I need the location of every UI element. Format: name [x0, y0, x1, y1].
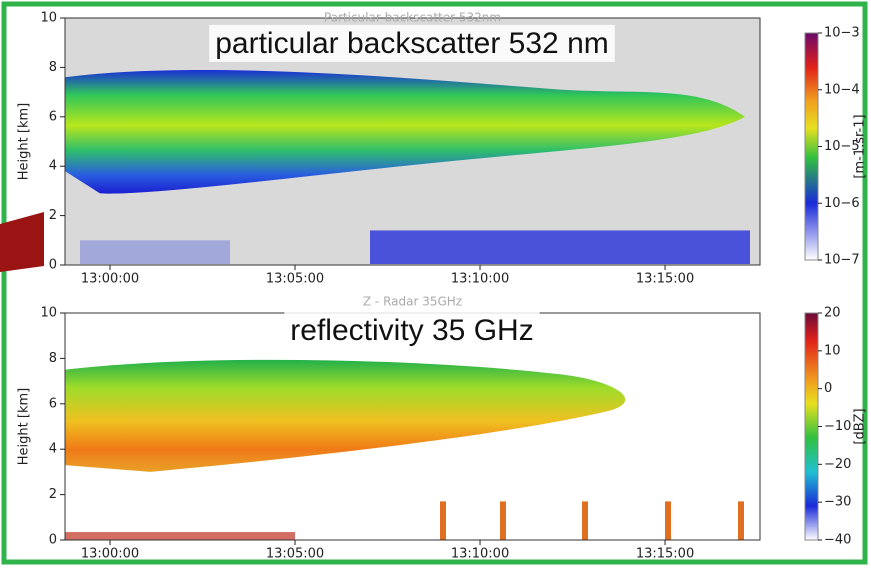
x-tick-label: 13:05:00 [266, 547, 324, 562]
colorbar-tick-label: −10 [824, 419, 851, 434]
heatmap-column [738, 501, 744, 540]
x-tick-label: 13:00:00 [81, 272, 139, 287]
colorbar-tick-label: 10−7 [824, 253, 860, 268]
colorbar-tick-label: 10−3 [824, 26, 860, 41]
y-tick-label: 2 [49, 487, 57, 502]
colorbar-label: [m-1.sr-1] [853, 114, 868, 178]
y-tick-label: 10 [40, 11, 57, 26]
panel: 0 2 4 6 8 10 13:00:00 13:05:00 13:10:00 13:15:00 H… [17, 295, 868, 562]
colorbar-label: [dBZ] [853, 408, 868, 444]
figure: 0 2 4 6 8 10 13:00:00 13:05:00 13:10:00 13:15:00 H… [17, 11, 868, 562]
colorbar-tick-label: 0 [824, 381, 832, 396]
heatmap-column [440, 501, 446, 540]
x-tick-label: 13:00:00 [81, 547, 139, 562]
x-tick-label: 13:10:00 [451, 272, 509, 287]
y-axis-label: Height [km] [17, 103, 32, 180]
annotation-box [209, 24, 615, 62]
heatmap-low-layer [80, 240, 230, 264]
heatmap-column [582, 501, 588, 540]
x-tick-label: 13:10:00 [451, 547, 509, 562]
colorbar-tick-label: 10−6 [824, 196, 860, 211]
x-tick-label: 13:15:00 [636, 547, 694, 562]
x-tick-label: 13:15:00 [636, 272, 694, 287]
heatmap-cloud [65, 359, 626, 472]
y-tick-label: 0 [49, 533, 57, 548]
heatmap-column [665, 501, 671, 540]
heatmap-low-layer [370, 230, 750, 264]
colorbar-tick-label: 10 [824, 343, 841, 358]
y-tick-label: 10 [40, 306, 57, 321]
colorbar [804, 312, 819, 541]
y-axis-label: Height [km] [17, 388, 32, 465]
y-tick-label: 8 [49, 60, 57, 75]
colorbar-tick-label: 10−4 [824, 82, 860, 97]
plot-title: Particular backscatter 532nm [324, 11, 501, 25]
y-tick-label: 0 [49, 258, 57, 273]
y-tick-label: 8 [49, 351, 57, 366]
heatmap-cloud [65, 69, 745, 194]
y-tick-label: 2 [49, 208, 57, 223]
colorbar-tick-label: 10−5 [824, 139, 860, 154]
panel: 0 2 4 6 8 10 13:00:00 13:05:00 13:10:00 13:15:00 H… [17, 11, 868, 287]
colorbar-tick-label: −20 [824, 457, 851, 472]
heatmap-column [500, 501, 506, 540]
y-tick-label: 4 [49, 159, 57, 174]
annotation: particular backscatter 532 nm [215, 27, 609, 60]
y-tick-label: 4 [49, 442, 57, 457]
colorbar-tick-label: −30 [824, 495, 851, 510]
plot-frame [64, 17, 761, 266]
y-tick-label: 6 [49, 396, 57, 411]
colorbar [804, 32, 819, 261]
x-tick-label: 13:05:00 [266, 272, 324, 287]
arrow-shape [0, 212, 44, 272]
heatmap-ground-clutter [65, 532, 295, 540]
annotation: reflectivity 35 GHz [290, 314, 533, 347]
y-tick-label: 6 [49, 109, 57, 124]
plot-title: Z - Radar 35GHz [363, 295, 462, 309]
colorbar-tick-label: 20 [824, 306, 841, 321]
annotation-box [284, 311, 540, 349]
colorbar-tick-label: −40 [824, 533, 851, 548]
